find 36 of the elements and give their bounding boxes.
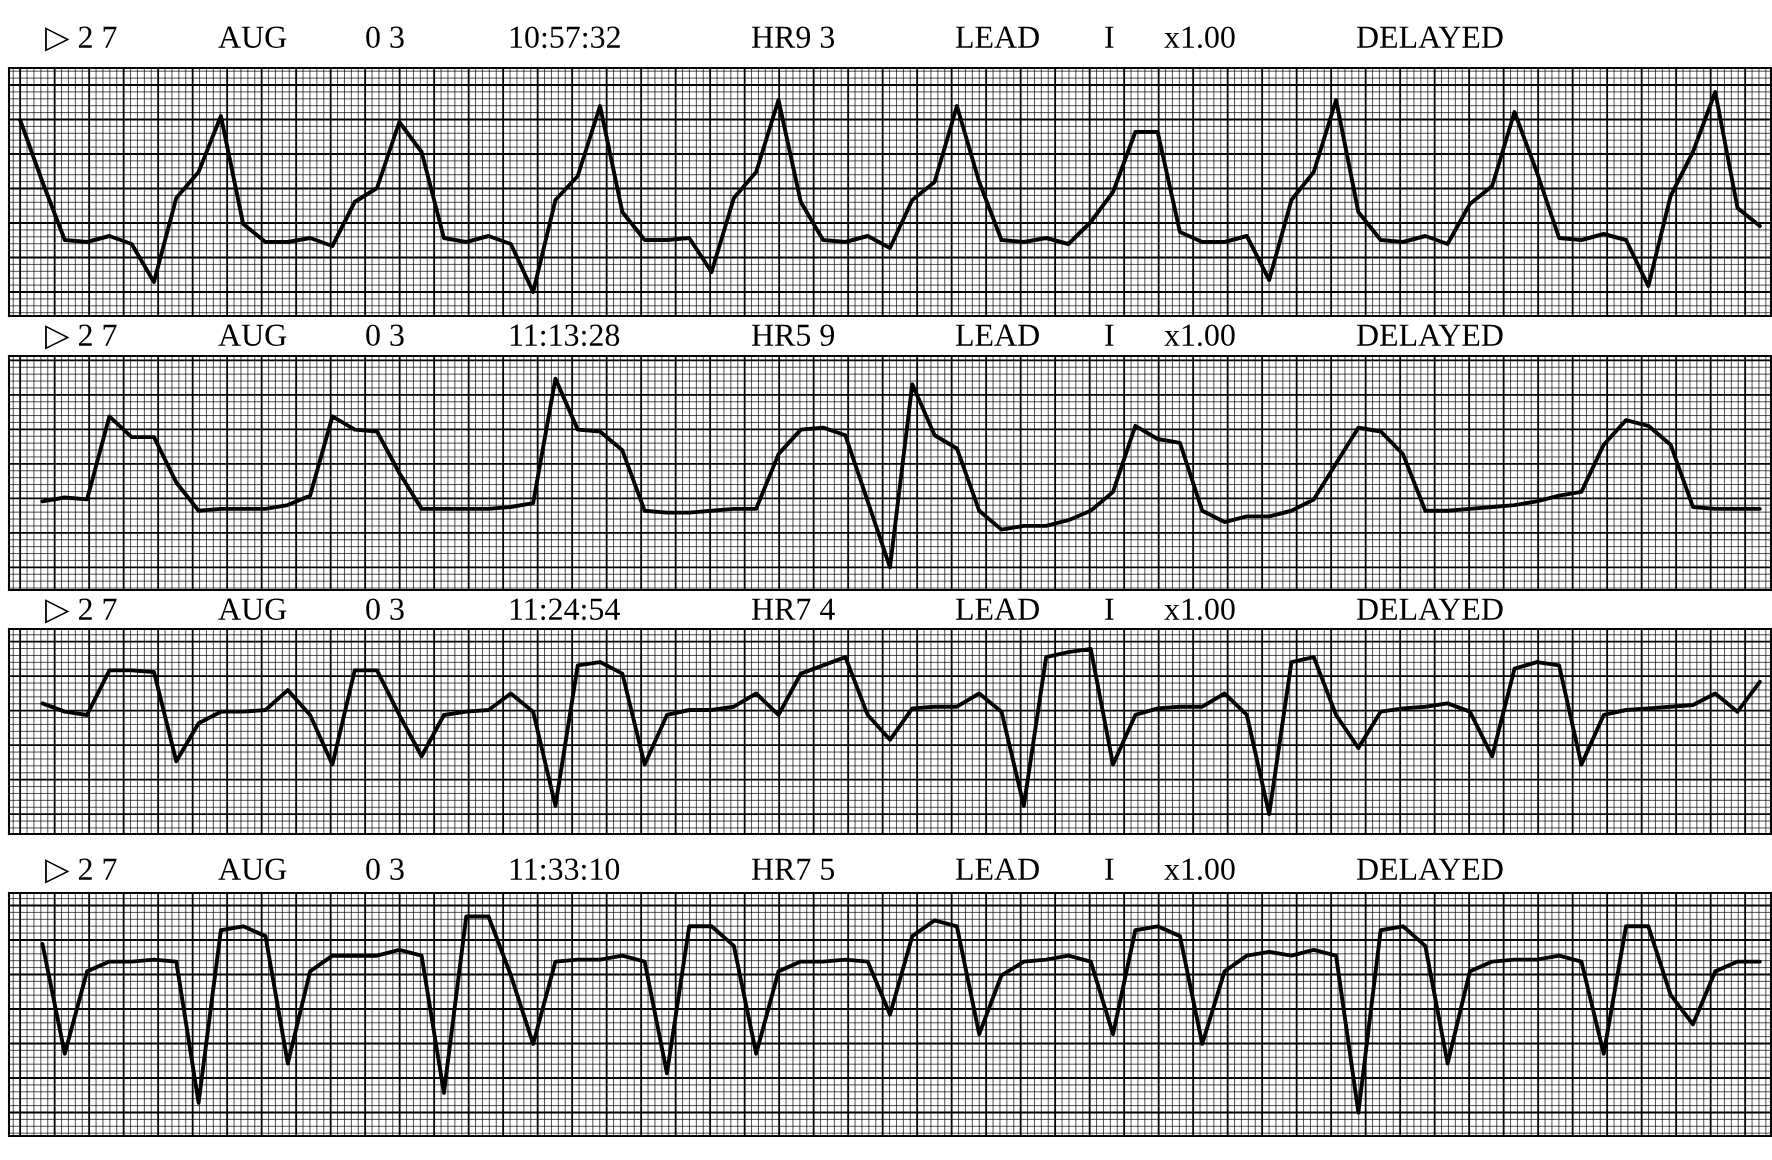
text: HR9 3 — [751, 26, 835, 48]
text: AUG — [218, 858, 287, 880]
text: 0 3 — [366, 598, 404, 620]
text: DELAYED — [1356, 324, 1503, 346]
text: 0 3 — [366, 26, 404, 48]
text: x1.00 — [1164, 858, 1235, 881]
text: HR7 4 — [751, 598, 835, 620]
text: ▷ 2 7 — [45, 324, 117, 350]
text: DELAYED — [1356, 598, 1503, 620]
text: 0 3 — [366, 324, 404, 346]
text: 11:24:54 — [510, 598, 620, 621]
text: LEAD — [955, 598, 1039, 620]
text: I — [1105, 598, 1114, 620]
text: LEAD — [955, 858, 1039, 880]
text: 10:57:32 — [510, 26, 620, 49]
text: 0 3 — [366, 858, 404, 880]
text: AUG — [218, 598, 287, 620]
text: I — [1105, 26, 1114, 48]
text: x1.00 — [1164, 26, 1235, 49]
text: x1.00 — [1164, 598, 1235, 621]
text: HR5 9 — [751, 324, 834, 346]
text: HR7 5 — [751, 858, 835, 880]
text: I — [1105, 858, 1114, 880]
text: AUG — [218, 324, 287, 346]
text: 11:13:28 — [510, 324, 620, 347]
text: AUG — [218, 26, 287, 48]
text: ▷ 2 7 — [45, 858, 117, 884]
text: DELAYED — [1356, 858, 1503, 880]
text: LEAD — [955, 324, 1039, 346]
text: LEAD — [955, 26, 1039, 48]
text: x1.00 — [1164, 324, 1235, 347]
text: ▷ 2 7 — [45, 26, 117, 52]
text: DELAYED — [1356, 26, 1503, 48]
text: I — [1105, 324, 1114, 346]
text: 11:33:10 — [510, 858, 620, 881]
text: ▷ 2 7 — [45, 598, 117, 624]
